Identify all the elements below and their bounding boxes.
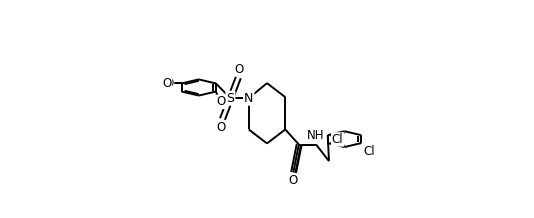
Text: Cl: Cl [332, 133, 343, 146]
Text: Cl: Cl [363, 145, 374, 158]
Text: S: S [226, 92, 234, 105]
Text: NH: NH [308, 129, 325, 142]
Text: O: O [217, 121, 226, 134]
Text: O: O [217, 95, 226, 108]
Text: O: O [164, 77, 174, 90]
Text: O: O [289, 174, 298, 187]
Text: N: N [244, 92, 254, 105]
Text: O: O [162, 77, 171, 90]
Text: O: O [235, 63, 244, 76]
